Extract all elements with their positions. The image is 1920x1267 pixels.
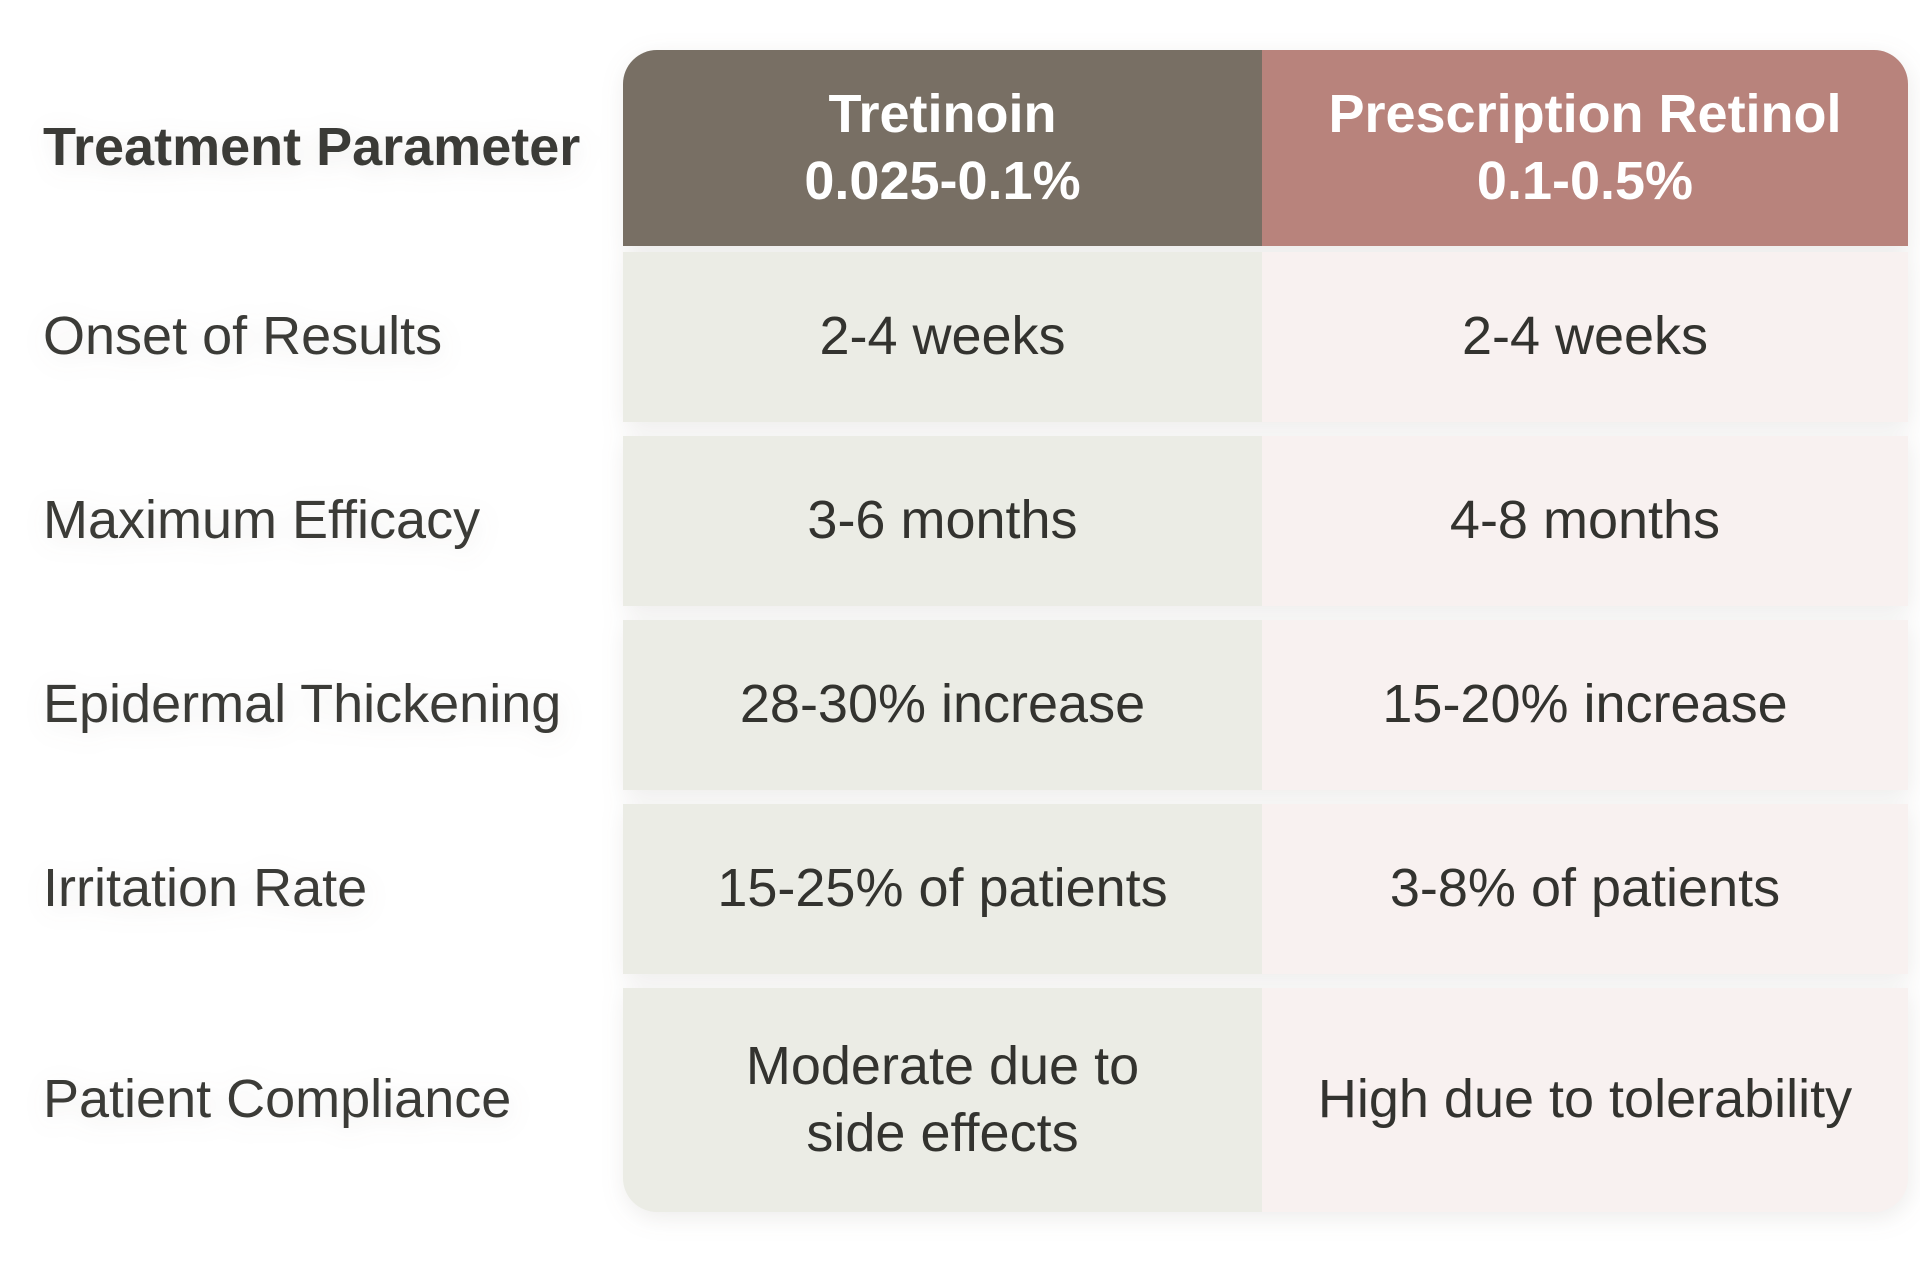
- retinol-cell: 4-8 months: [1262, 436, 1908, 606]
- retinol-cell: 3-8% of patients: [1262, 804, 1908, 974]
- retinol-cell: 2-4 weeks: [1262, 252, 1908, 422]
- row-label: Onset of Results: [43, 306, 443, 367]
- column-header-retinol: Prescription Retinol 0.1-0.5%: [1262, 50, 1908, 246]
- retinol-cell: High due to tolerability: [1262, 988, 1908, 1212]
- table-row-compliance: Patient Compliance Moderate due to side …: [43, 988, 1908, 1212]
- tretinoin-cell: Moderate due to side effects: [623, 988, 1262, 1212]
- retinol-cell: 15-20% increase: [1262, 620, 1908, 790]
- table-row-efficacy: Maximum Efficacy 3-6 months 4-8 months: [43, 436, 1908, 606]
- column-header-tretinoin: Tretinoin 0.025-0.1%: [623, 50, 1262, 246]
- row-label: Irritation Rate: [43, 858, 368, 919]
- tretinoin-cell: 3-6 months: [623, 436, 1262, 606]
- column-header-parameter: Treatment Parameter: [43, 117, 581, 178]
- row-label: Maximum Efficacy: [43, 490, 481, 551]
- table-row-thickening: Epidermal Thickening 28-30% increase 15-…: [43, 620, 1908, 790]
- tretinoin-cell: 15-25% of patients: [623, 804, 1262, 974]
- tretinoin-cell: 28-30% increase: [623, 620, 1262, 790]
- table-header-row: Treatment Parameter Tretinoin 0.025-0.1%…: [43, 50, 1908, 246]
- row-label: Patient Compliance: [43, 1069, 512, 1130]
- tretinoin-cell: 2-4 weeks: [623, 252, 1262, 422]
- comparison-table: Treatment Parameter Tretinoin 0.025-0.1%…: [43, 50, 1908, 1212]
- table-row-onset: Onset of Results 2-4 weeks 2-4 weeks: [43, 252, 1908, 422]
- row-label: Epidermal Thickening: [43, 674, 562, 735]
- table-row-irritation: Irritation Rate 15-25% of patients 3-8% …: [43, 804, 1908, 974]
